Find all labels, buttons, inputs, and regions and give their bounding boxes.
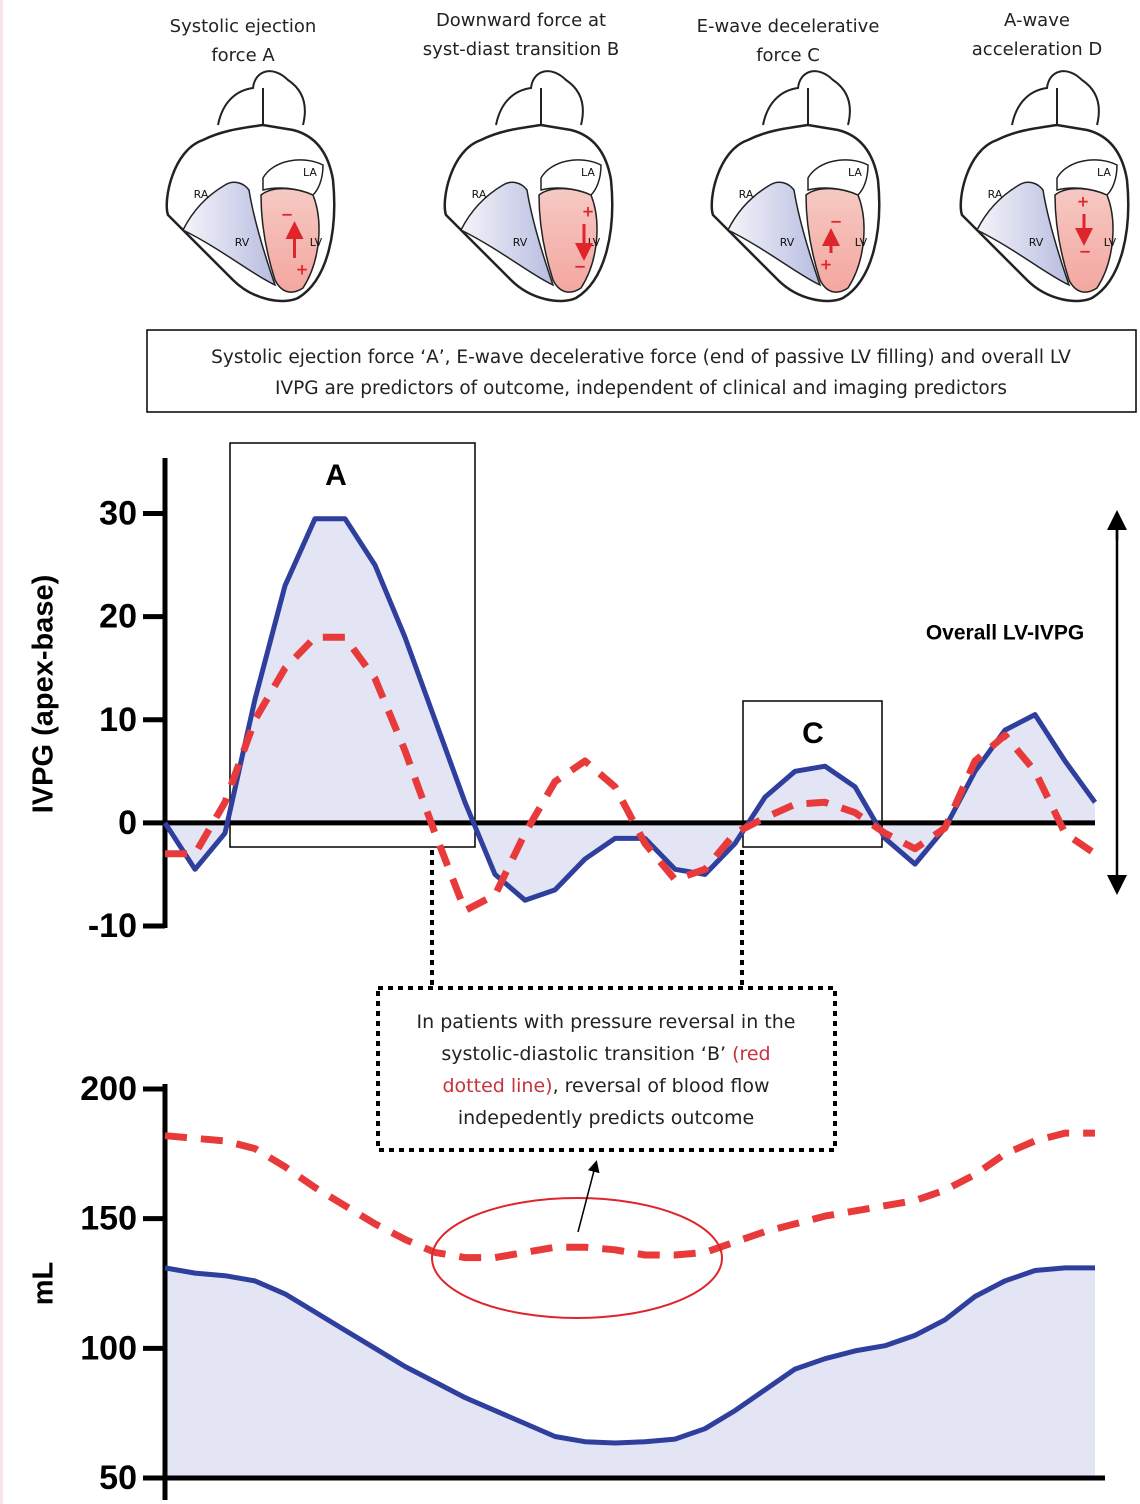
area	[165, 1267, 1095, 1478]
note-text: In patients with pressure reversal in th…	[417, 1011, 796, 1033]
chamber-label: LA	[303, 166, 317, 179]
chamber-label: LV	[588, 236, 601, 249]
note-line: indepedently predicts outcome	[458, 1107, 754, 1129]
note-text: systolic-diastolic transition ‘B’	[441, 1043, 732, 1065]
chamber-label: LA	[848, 166, 862, 179]
summary-box	[146, 329, 1137, 413]
annotation: Overall LV-IVPG	[926, 622, 1084, 645]
note-line: dotted line), reversal of blood flow	[442, 1075, 769, 1097]
y-axis-label: mL	[28, 1262, 60, 1306]
y-tick-label: 0	[118, 804, 137, 842]
note-text: dotted line)	[442, 1075, 552, 1097]
chamber-label: LV	[310, 236, 323, 249]
heart-vessels	[217, 70, 306, 126]
box-c	[742, 700, 883, 848]
note-arrow	[577, 1160, 600, 1233]
y-tick-label: 50	[99, 1459, 137, 1497]
heart: RA RV LA LV + −	[443, 70, 614, 303]
y-tick-label: 30	[99, 495, 137, 533]
highlight-ellipse	[431, 1197, 723, 1319]
sign: −	[574, 258, 587, 276]
annotation: A	[325, 459, 347, 492]
chamber-label: RV	[235, 236, 250, 249]
box-a	[229, 442, 476, 848]
panel-caption: E-wave decelerative	[697, 16, 880, 37]
note-box	[376, 986, 837, 1152]
note-text: indepedently predicts outcome	[458, 1107, 754, 1129]
heart: RA RV LA LV − +	[165, 70, 336, 303]
heart-vessels	[495, 70, 584, 126]
rv	[459, 181, 555, 287]
chamber-label: LA	[1097, 166, 1111, 179]
panel-caption: force A	[211, 45, 275, 66]
chamber-label: RA	[194, 188, 209, 201]
chamber-label: RA	[988, 188, 1003, 201]
panel-caption: acceleration D	[972, 39, 1102, 60]
note-text: (red	[732, 1043, 771, 1065]
chamber-label: LV	[1104, 236, 1117, 249]
panel-caption: A-wave	[1004, 10, 1070, 31]
sign: +	[820, 256, 833, 274]
sign: +	[1077, 193, 1090, 211]
la	[540, 159, 602, 196]
sign: −	[830, 213, 843, 231]
summary-text: Systolic ejection force ‘A’, E-wave dece…	[211, 347, 1071, 368]
heart: RA RV LA LV + −	[959, 70, 1130, 303]
sign: −	[281, 206, 294, 224]
y-tick-label: 20	[99, 598, 137, 636]
area	[165, 518, 1095, 901]
panel-caption: syst-diast transition B	[423, 39, 619, 60]
la	[262, 159, 324, 196]
y-tick-label: 200	[80, 1070, 137, 1108]
la	[1056, 159, 1118, 196]
chamber-label: LV	[855, 236, 868, 249]
chamber-label: RA	[739, 188, 754, 201]
la	[807, 159, 869, 196]
heart-vessels	[1011, 70, 1100, 126]
summary-text: IVPG are predictors of outcome, independ…	[275, 378, 1007, 399]
y-tick-label: 10	[99, 701, 137, 739]
note-text: , reversal of blood flow	[553, 1075, 770, 1097]
chamber-label: RV	[1029, 236, 1044, 249]
annotation: C	[802, 717, 824, 750]
chamber-label: RA	[472, 188, 487, 201]
panel-caption: Downward force at	[436, 10, 606, 31]
y-tick-label: 100	[80, 1329, 137, 1367]
edge	[0, 0, 3, 1504]
heart: RA RV LA LV− +	[710, 70, 881, 303]
rv	[726, 181, 822, 287]
note-line: In patients with pressure reversal in th…	[417, 1011, 796, 1033]
panel-caption: force C	[756, 45, 820, 66]
y-tick-label: -10	[88, 907, 137, 945]
sign: +	[582, 203, 595, 221]
panel-caption: Systolic ejection	[170, 16, 317, 37]
sign: −	[1079, 243, 1092, 261]
chamber-label: RV	[513, 236, 528, 249]
heart-vessels	[762, 70, 851, 126]
charts: -10 0 10 20 30 IVPG (apex-base) A C Overall LV-I…	[28, 442, 1127, 1500]
chamber-label: LA	[581, 166, 595, 179]
rv	[975, 181, 1071, 287]
y-axis-label: IVPG (apex-base)	[28, 575, 60, 814]
y-tick-label: 150	[80, 1200, 137, 1238]
line	[164, 1265, 1095, 1446]
line	[165, 633, 1097, 914]
rv	[181, 181, 277, 287]
chamber-label: RV	[780, 236, 795, 249]
sign: +	[296, 261, 309, 279]
note-line: systolic-diastolic transition ‘B’ (red	[441, 1043, 770, 1065]
dotted-connector	[430, 850, 744, 988]
